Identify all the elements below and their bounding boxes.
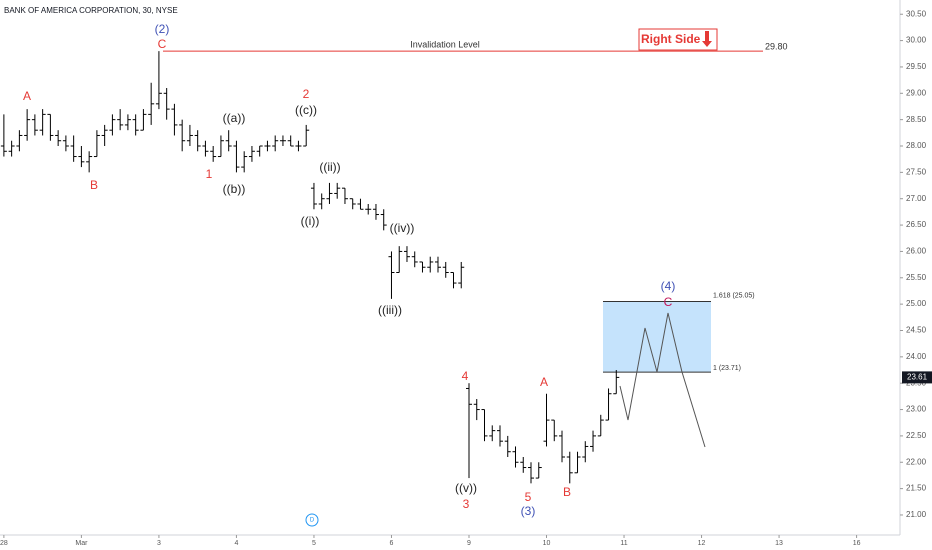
y-tick-label: 23.00 xyxy=(906,405,927,414)
target-zone xyxy=(603,301,711,373)
y-tick-label: 26.50 xyxy=(906,220,927,229)
target-zone-group xyxy=(603,300,711,373)
wave-label: (2) xyxy=(155,22,170,36)
last-price-label: 23.61 xyxy=(907,373,928,382)
y-tick-label: 25.50 xyxy=(906,273,927,282)
chart-title: BANK OF AMERICA CORPORATION, 30, NYSE xyxy=(4,6,178,15)
wave-label: ((b)) xyxy=(223,182,246,196)
x-tick-label: 3 xyxy=(157,540,161,547)
x-tick-label: 28 xyxy=(0,540,8,547)
x-tick-label: 11 xyxy=(620,540,627,547)
wave-label: 5 xyxy=(525,490,532,504)
date-marker-circle xyxy=(305,513,319,527)
y-tick-label: 27.50 xyxy=(906,167,927,176)
zone-low-label: 1 (23.71) xyxy=(713,365,741,372)
wave-label: B xyxy=(90,178,98,192)
x-tick-label: Mar xyxy=(75,540,88,547)
projection-path xyxy=(619,312,706,448)
zone-high-label: 1.618 (25.05) xyxy=(713,292,755,299)
y-tick-label: 30.50 xyxy=(906,9,927,18)
y-tick-label: 30.00 xyxy=(906,36,927,45)
side-note-box xyxy=(638,28,718,51)
wave-label: C xyxy=(158,37,167,51)
y-tick-label: 28.50 xyxy=(906,115,927,124)
down-arrow xyxy=(702,31,712,47)
x-tick-label: 12 xyxy=(698,540,706,547)
wave-label: ((iv)) xyxy=(390,221,415,235)
x-tick-label: 10 xyxy=(543,540,551,547)
x-tick-label: 4 xyxy=(234,540,238,547)
wave-label: 3 xyxy=(463,497,470,511)
wave-label: ((ii)) xyxy=(319,160,340,174)
wave-label: ((a)) xyxy=(223,111,246,125)
y-tick-label: 25.00 xyxy=(906,299,927,308)
wave-label: C xyxy=(664,295,673,309)
y-tick-label: 21.50 xyxy=(906,484,927,493)
invalidation-label: Invalidation Level xyxy=(410,40,480,50)
wave-label: A xyxy=(540,375,548,389)
x-tick-label: 16 xyxy=(853,540,861,547)
wave-label: ((v)) xyxy=(455,481,477,495)
x-tick-label: 5 xyxy=(312,540,316,547)
invalidation-value: 29.80 xyxy=(765,42,788,52)
wave-label: A xyxy=(23,89,31,103)
x-tick-label: 9 xyxy=(467,540,471,547)
wave-label: (3) xyxy=(521,504,536,518)
x-tick-label: 6 xyxy=(390,540,394,547)
y-tick-label: 27.00 xyxy=(906,194,927,203)
wave-label: 2 xyxy=(303,87,310,101)
y-tick-label: 24.50 xyxy=(906,326,927,335)
y-tick-label: 26.00 xyxy=(906,247,927,256)
y-tick-label: 28.00 xyxy=(906,141,927,150)
y-tick-label: 22.00 xyxy=(906,457,927,466)
wave-label: B xyxy=(563,485,571,499)
wave-label: ((c)) xyxy=(295,103,317,117)
y-tick-label: 29.00 xyxy=(906,88,927,97)
wave-label: (4) xyxy=(661,279,676,293)
y-tick-label: 24.00 xyxy=(906,352,927,361)
date-marker: D xyxy=(310,518,315,524)
wave-label: ((i)) xyxy=(301,214,320,228)
wave-label: 4 xyxy=(462,369,469,383)
bars xyxy=(0,51,620,484)
side-note: Right Side xyxy=(641,32,701,46)
last-price-tag xyxy=(902,371,932,384)
x-tick-label: 13 xyxy=(775,540,783,547)
wave-label: ((iii)) xyxy=(378,303,402,317)
y-tick-label: 21.00 xyxy=(906,510,927,519)
wave-label: 1 xyxy=(206,167,213,181)
y-tick-label: 29.50 xyxy=(906,62,927,71)
y-tick-label: 22.50 xyxy=(906,431,927,440)
